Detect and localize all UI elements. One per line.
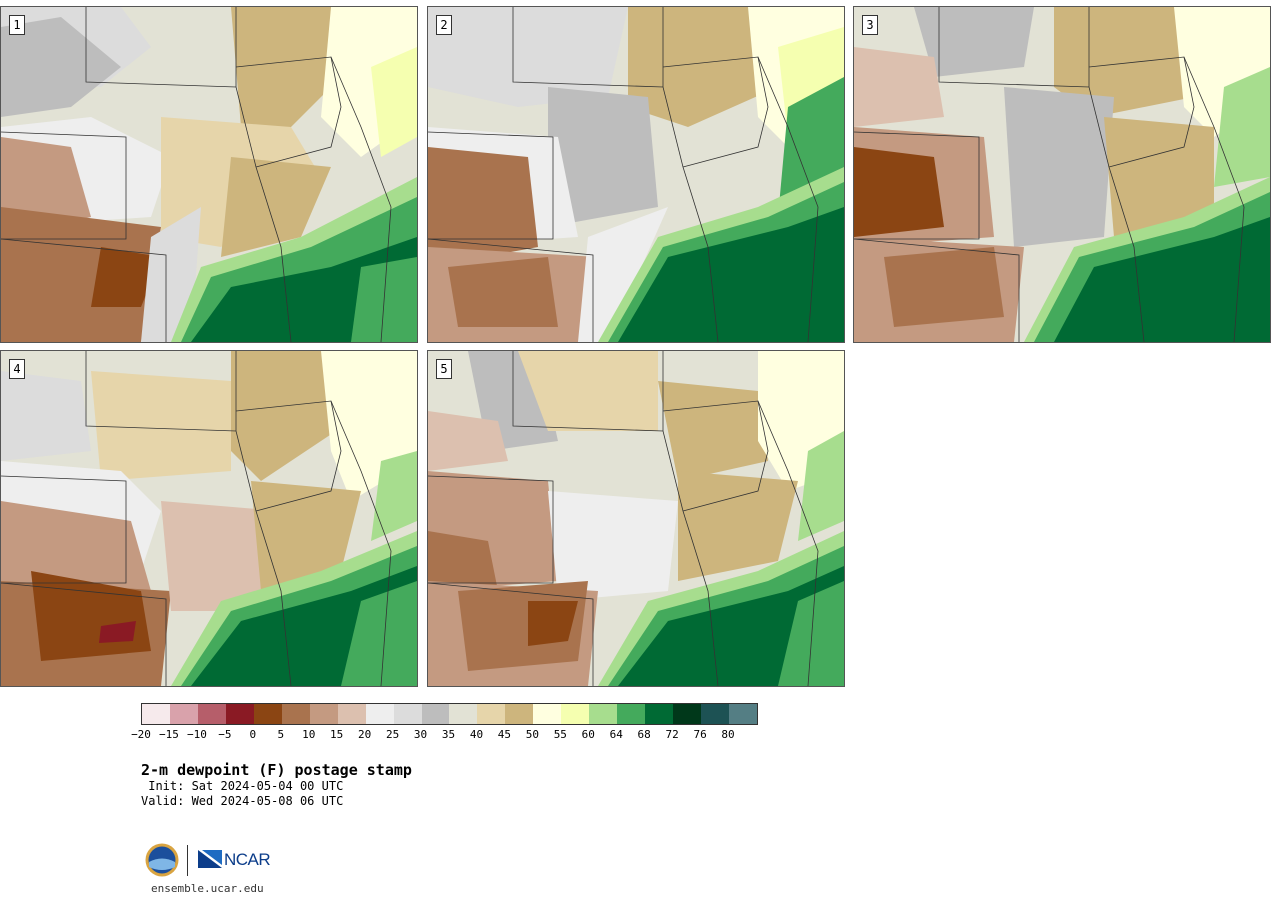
ensemble-member-map-1: 1 [0,6,418,343]
colorbar-swatch [645,704,674,724]
colorbar-swatch [673,704,702,724]
colorbar-tick-label: −5 [218,728,232,741]
colorbar-swatch [589,704,618,724]
valid-time: Valid: Wed 2024-05-08 06 UTC [141,794,344,808]
colorbar-swatch [505,704,534,724]
colorbar-tick-label: 45 [497,728,512,741]
figure-title: 2-m dewpoint (F) postage stamp [141,761,412,779]
logo-divider [187,845,188,876]
colorbar-swatch [729,704,757,724]
colorbar-tick-label: 72 [665,728,679,741]
dewpoint-colorbar [141,703,758,725]
ensemble-member-map-4: 4 [0,350,418,687]
dewpoint-map [428,7,844,342]
colorbar-tick-label: 5 [277,728,285,741]
ncar-logo-text: NCAR [224,850,271,869]
colorbar-swatch [197,704,226,724]
nsf-logo-icon [145,843,179,877]
colorbar-tick-label: 80 [721,728,735,741]
member-label: 2 [436,15,452,35]
colorbar-swatch [477,704,506,724]
colorbar-swatch [142,704,170,724]
dewpoint-map [428,351,844,686]
ensemble-member-map-2: 2 [427,6,845,343]
colorbar-tick-label: 30 [413,728,428,741]
colorbar-swatch [281,704,310,724]
ensemble-member-map-3: 3 [853,6,1271,343]
dewpoint-map [854,7,1270,342]
colorbar-swatch [393,704,422,724]
colorbar-tick-label: 10 [302,728,316,741]
colorbar-tick-label: 60 [581,728,595,741]
colorbar-tick-label: 35 [441,728,456,741]
colorbar-tick-label: −10 [186,728,207,741]
colorbar-swatch [225,704,254,724]
colorbar-swatch [365,704,394,724]
colorbar-swatch [337,704,366,724]
colorbar-tick-label: −20 [131,728,151,741]
colorbar-tick-label: 40 [469,728,484,741]
ensemble-member-map-5: 5 [427,350,845,687]
colorbar-swatch [617,704,646,724]
colorbar-tick-label: 20 [358,728,372,741]
colorbar-tick-label: −15 [159,728,179,741]
colorbar-tick-label: 15 [330,728,344,741]
colorbar-swatch [533,704,562,724]
colorbar-tick-label: 68 [637,728,651,741]
colorbar-swatch [561,704,590,724]
colorbar-tick-label: 0 [249,728,257,741]
colorbar-swatch [421,704,450,724]
colorbar-tick-label: 25 [385,728,400,741]
member-label: 1 [9,15,25,35]
website-link[interactable]: ensemble.ucar.edu [151,882,264,895]
ncar-logo-icon [198,850,222,868]
colorbar-tick-label: 64 [609,728,623,741]
member-label: 5 [436,359,452,379]
dewpoint-map [1,351,417,686]
colorbar-ticks: −20 −15 −10 −5 0 5 10 15 20 25 30 35 40 45 50 55 60 64 68 7… [131,728,756,742]
init-time: Init: Sat 2024-05-04 00 UTC [141,779,344,793]
colorbar-tick-label: 55 [553,728,567,741]
colorbar-swatch [449,704,478,724]
dewpoint-map [1,7,417,342]
colorbar-swatch [169,704,198,724]
colorbar-swatch [701,704,730,724]
member-label: 3 [862,15,878,35]
colorbar-swatch [253,704,282,724]
member-label: 4 [9,359,25,379]
colorbar-tick-label: 76 [693,728,707,741]
colorbar-swatch [309,704,338,724]
colorbar-tick-label: 50 [525,728,539,741]
